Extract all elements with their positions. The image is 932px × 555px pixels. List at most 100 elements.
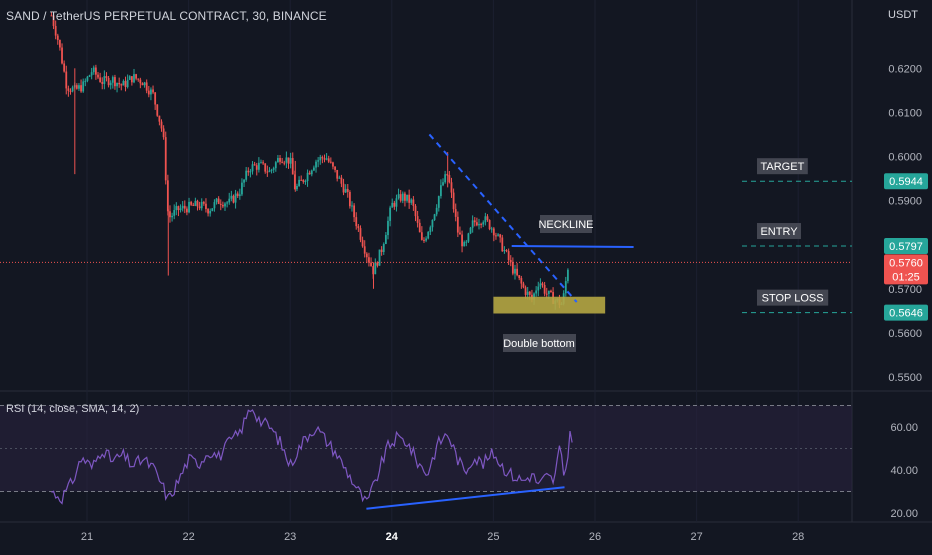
candle-body [226, 202, 229, 204]
candle-body [67, 88, 70, 91]
candle-body [133, 74, 135, 83]
candle-body [547, 290, 550, 294]
candle-body [423, 239, 425, 241]
candle-body [543, 284, 546, 294]
candle-body [249, 171, 252, 173]
candle-body [475, 222, 478, 226]
stop-loss-label-bg [757, 289, 829, 306]
candle-body [315, 161, 317, 168]
candle-body [171, 215, 173, 218]
candle-body [262, 162, 265, 164]
target-price-tag: 0.5944 [884, 173, 928, 190]
candle-body [567, 269, 569, 282]
candle-body [509, 260, 512, 262]
candle-body [399, 194, 402, 201]
entry-label: ENTRY [757, 223, 801, 240]
candle-body [105, 76, 108, 78]
candle-body [192, 204, 195, 206]
candle-body [150, 89, 152, 95]
candle-body [355, 217, 358, 227]
candle-body [321, 157, 324, 159]
candle-body [334, 166, 336, 170]
candle-body [507, 251, 510, 261]
candle-body [459, 232, 461, 235]
candle-body [109, 82, 112, 86]
candle-body [526, 291, 529, 295]
time-tick-label: 26 [589, 531, 601, 543]
candle-body [101, 82, 104, 84]
candle-body [404, 193, 406, 201]
candle-body [370, 262, 372, 267]
candle-body [338, 177, 341, 179]
price-tick-label: 0.6100 [888, 107, 922, 119]
candle-body [194, 200, 197, 206]
candle-body [266, 171, 269, 173]
candle-body [50, 15, 53, 17]
candle-body [181, 205, 184, 209]
candle-body [306, 172, 309, 182]
current-price-tag-bg [884, 254, 928, 285]
stop-loss-label-text: STOP LOSS [762, 293, 824, 305]
candle-body [116, 82, 118, 87]
candle-body [332, 162, 334, 167]
candle-body [54, 25, 57, 36]
candle-body [107, 77, 110, 86]
candle-body [241, 182, 243, 195]
entry-label-text: ENTRY [760, 226, 798, 238]
candle-body [374, 262, 377, 275]
candle-body [175, 206, 178, 211]
candle-body [177, 206, 180, 211]
candle-body [478, 223, 480, 226]
candle-body [503, 250, 506, 252]
candle-body [511, 261, 514, 274]
candle-body [348, 191, 351, 207]
rsi-pane[interactable] [0, 405, 852, 505]
candle-body [141, 83, 144, 86]
candle-body [344, 188, 347, 193]
price-tick-label: 0.6200 [888, 63, 922, 75]
candle-body [224, 203, 226, 207]
candle-body [63, 63, 66, 72]
candle-body [84, 80, 87, 82]
candle-body [219, 203, 222, 205]
candle-body [200, 201, 203, 209]
price-pane[interactable] [50, 11, 569, 310]
candle-body [253, 164, 256, 166]
double-bottom-label: Double bottom [503, 334, 576, 352]
candle-body [329, 161, 332, 163]
candle-body [283, 162, 286, 164]
candle-body [497, 234, 499, 236]
candle-body [156, 104, 159, 116]
candle-body [277, 158, 279, 163]
candle-body [196, 200, 199, 207]
annotation-layer: NECKLINE Double bottom TARGET ENTRY STOP LOS… [0, 133, 852, 510]
candle-body [473, 220, 476, 223]
candle-body [501, 237, 504, 252]
time-tick-label: 27 [690, 531, 702, 543]
candle-body [124, 81, 127, 88]
candle-body [230, 195, 233, 199]
candle-body [448, 175, 451, 183]
countdown-text: 01:25 [892, 271, 920, 283]
price-tick-label: 0.5600 [888, 328, 922, 340]
candle-body [65, 71, 68, 89]
candle-body [260, 162, 262, 164]
candle-body [465, 241, 468, 243]
candle-body [158, 115, 161, 122]
candle-body [143, 82, 146, 86]
candle-body [516, 268, 519, 276]
candle-body [408, 194, 411, 203]
neckline-label-text: NECKLINE [538, 219, 593, 231]
demand-zone [493, 296, 606, 314]
candle-body [382, 243, 385, 253]
candle-body [313, 167, 315, 171]
time-tick-label: 28 [792, 531, 804, 543]
candle-body [287, 157, 290, 164]
candle-body [59, 39, 61, 48]
candle-body [336, 169, 339, 179]
candle-body [211, 208, 214, 211]
candle-body [99, 77, 102, 83]
candle-body [198, 206, 201, 209]
rsi-tick-label: 20.00 [890, 508, 918, 520]
